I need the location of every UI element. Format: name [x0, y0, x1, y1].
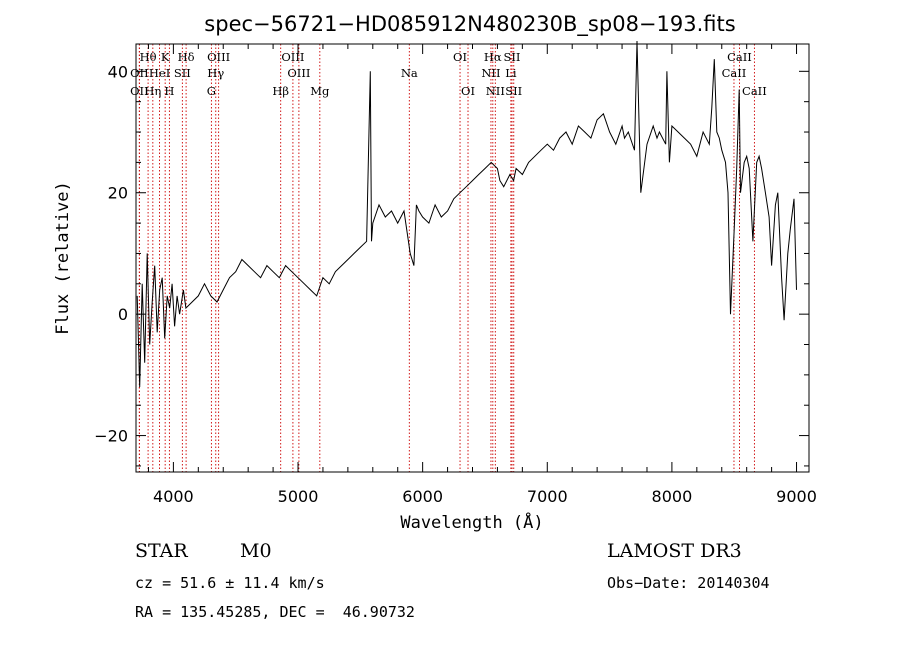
spectral-line-label: NII — [486, 84, 505, 98]
obs-date: Obs−Date: 20140304 — [607, 574, 770, 592]
plot-frame — [135, 43, 810, 473]
spectrum-line — [136, 40, 797, 388]
spectral-line-label: H — [164, 84, 174, 98]
x-axis-label: Wavelength (Å) — [400, 511, 543, 533]
spectral-line-label: OII — [130, 84, 149, 98]
y-axis-label: Flux (relative) — [53, 181, 73, 335]
object-subclass: M0 — [240, 540, 272, 562]
spectral-line-label: Hγ — [207, 66, 224, 80]
x-tick-label: 6000 — [402, 487, 443, 506]
y-axis-ticks: −20 0 20 40 — [94, 62, 809, 467]
spectral-line-label: Hθ — [140, 50, 157, 64]
x-tick-label: 5000 — [278, 487, 319, 506]
spectral-line-label: OII — [130, 66, 149, 80]
spectral-line-label: Li — [505, 66, 517, 80]
x-tick-label: 4000 — [153, 487, 194, 506]
x-tick-label: 7000 — [527, 487, 568, 506]
spectral-line-label: HeI — [149, 66, 170, 80]
spectral-line-label: Na — [401, 66, 418, 80]
spectral-line-label: Hα — [484, 50, 502, 64]
y-tick-label: 0 — [118, 305, 128, 324]
spectral-line-label: K — [161, 50, 170, 64]
y-tick-label: −20 — [94, 427, 128, 446]
spectral-line-label: OI — [461, 84, 475, 98]
spectral-line-label: CaII — [727, 50, 752, 64]
spectral-line-label: OIII — [281, 50, 304, 64]
spectral-line-label: Hη — [144, 84, 161, 98]
spectral-line-label: OIII — [287, 66, 310, 80]
spectral-line-label: SII — [505, 84, 522, 98]
spectral-line-label: SII — [504, 50, 521, 64]
object-class: STAR — [135, 540, 188, 562]
chart-title: spec−56721−HD085912N480230B_sp08−193.fit… — [204, 12, 735, 37]
spectral-line-label: Hδ — [178, 50, 195, 64]
spectral-line-label: G — [207, 84, 216, 98]
spectral-line-label: Mg — [310, 84, 330, 98]
y-tick-label: 40 — [108, 62, 128, 81]
x-tick-label: 8000 — [652, 487, 693, 506]
spectral-line-label: OIII — [207, 50, 230, 64]
x-tick-label: 9000 — [776, 487, 817, 506]
spectral-line-markers — [138, 44, 755, 472]
survey-name: LAMOST DR3 — [607, 540, 742, 562]
x-axis-ticks: 4000 5000 6000 7000 8000 9000 — [147, 44, 817, 506]
spectral-line-label: CaII — [722, 66, 747, 80]
redshift-cz: cz = 51.6 ± 11.4 km/s — [135, 574, 325, 592]
spectral-line-label: NII — [481, 66, 500, 80]
spectral-line-label: SII — [174, 66, 191, 80]
coordinates: RA = 135.45285, DEC = 46.90732 — [135, 603, 415, 621]
spectral-line-label: Hβ — [272, 84, 289, 98]
spectral-line-label: OI — [453, 50, 467, 64]
y-tick-label: 20 — [108, 184, 128, 203]
spectral-line-label: CaII — [742, 84, 767, 98]
